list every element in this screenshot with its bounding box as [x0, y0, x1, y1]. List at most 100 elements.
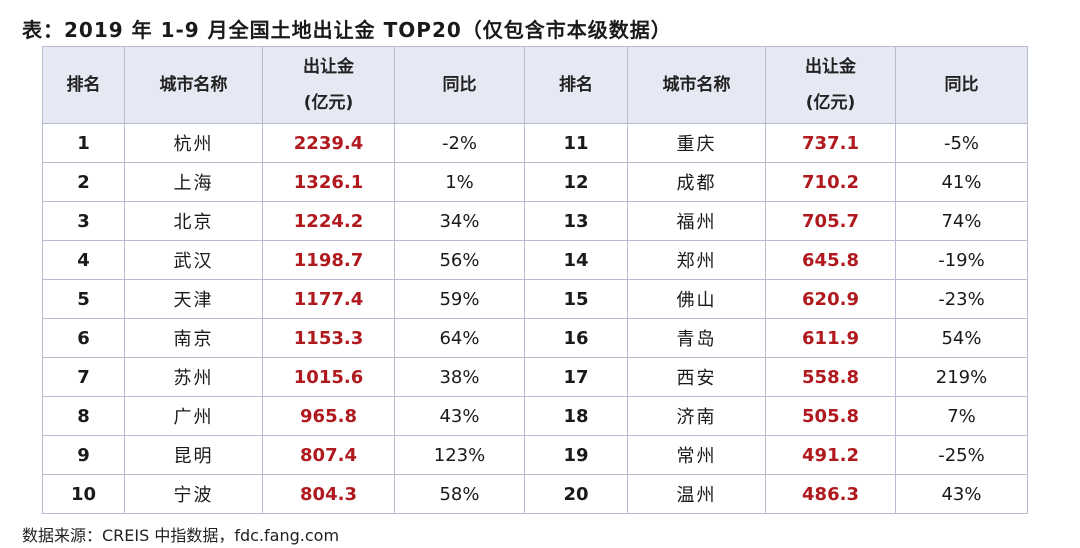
city-cell-right: 成都: [627, 162, 766, 202]
table-row: 5 天津 1177.4 59% 15 佛山 620.9 -23%: [42, 279, 1028, 319]
rank-cell-left: 8: [42, 396, 125, 436]
amount-cell-right: 705.7: [765, 201, 896, 241]
city-cell-right: 青岛: [627, 318, 766, 358]
rank-cell-right: 11: [524, 123, 628, 163]
header-rank-right: 排名: [524, 46, 628, 124]
rank-cell-right: 18: [524, 396, 628, 436]
city-cell-left: 北京: [124, 201, 263, 241]
rank-cell-left: 1: [42, 123, 125, 163]
yoy-cell-right: -19%: [895, 240, 1028, 280]
land-sale-table: 排名 城市名称 出让金 (亿元) 同比 排名 城市名称 出让金 (亿元) 同比 …: [42, 46, 1028, 514]
amount-cell-right: 505.8: [765, 396, 896, 436]
amount-cell-left: 1224.2: [262, 201, 395, 241]
yoy-cell-left: 59%: [394, 279, 525, 319]
amount-cell-left: 807.4: [262, 435, 395, 475]
rank-cell-right: 19: [524, 435, 628, 475]
yoy-cell-right: -25%: [895, 435, 1028, 475]
yoy-cell-right: 74%: [895, 201, 1028, 241]
city-cell-left: 上海: [124, 162, 263, 202]
city-cell-right: 西安: [627, 357, 766, 397]
table-title: 表：2019 年 1-9 月全国土地出让金 TOP20（仅包含市本级数据）: [22, 18, 672, 42]
table-row: 8 广州 965.8 43% 18 济南 505.8 7%: [42, 396, 1028, 436]
city-cell-left: 苏州: [124, 357, 263, 397]
amount-cell-left: 965.8: [262, 396, 395, 436]
rank-cell-left: 6: [42, 318, 125, 358]
table-row: 10 宁波 804.3 58% 20 温州 486.3 43%: [42, 474, 1028, 514]
data-source-note: 数据来源：CREIS 中指数据，fdc.fang.com: [22, 526, 340, 545]
header-amount-unit: (亿元): [303, 93, 354, 113]
rank-cell-left: 3: [42, 201, 125, 241]
header-amount-label: 出让金: [303, 57, 354, 77]
amount-cell-left: 2239.4: [262, 123, 395, 163]
amount-cell-left: 1326.1: [262, 162, 395, 202]
amount-cell-left: 1153.3: [262, 318, 395, 358]
yoy-cell-left: 123%: [394, 435, 525, 475]
rank-cell-right: 13: [524, 201, 628, 241]
yoy-cell-right: -5%: [895, 123, 1028, 163]
city-cell-right: 郑州: [627, 240, 766, 280]
city-cell-left: 天津: [124, 279, 263, 319]
amount-cell-right: 486.3: [765, 474, 896, 514]
table-row: 3 北京 1224.2 34% 13 福州 705.7 74%: [42, 201, 1028, 241]
header-amount-right: 出让金 (亿元): [765, 46, 896, 124]
amount-cell-right: 620.9: [765, 279, 896, 319]
rank-cell-right: 17: [524, 357, 628, 397]
amount-cell-right: 491.2: [765, 435, 896, 475]
table-row: 2 上海 1326.1 1% 12 成都 710.2 41%: [42, 162, 1028, 202]
city-cell-right: 福州: [627, 201, 766, 241]
header-amount-unit: (亿元): [805, 93, 856, 113]
table-row: 1 杭州 2239.4 -2% 11 重庆 737.1 -5%: [42, 123, 1028, 163]
yoy-cell-right: 7%: [895, 396, 1028, 436]
rank-cell-right: 16: [524, 318, 628, 358]
city-cell-right: 常州: [627, 435, 766, 475]
table-row: 6 南京 1153.3 64% 16 青岛 611.9 54%: [42, 318, 1028, 358]
rank-cell-right: 12: [524, 162, 628, 202]
yoy-cell-right: 54%: [895, 318, 1028, 358]
rank-cell-left: 7: [42, 357, 125, 397]
amount-cell-right: 611.9: [765, 318, 896, 358]
header-amount-left: 出让金 (亿元): [262, 46, 395, 124]
yoy-cell-left: 64%: [394, 318, 525, 358]
amount-cell-right: 737.1: [765, 123, 896, 163]
city-cell-right: 温州: [627, 474, 766, 514]
amount-cell-right: 645.8: [765, 240, 896, 280]
land-sale-table-container: 排名 城市名称 出让金 (亿元) 同比 排名 城市名称 出让金 (亿元) 同比 …: [42, 46, 1028, 516]
yoy-cell-left: 34%: [394, 201, 525, 241]
yoy-cell-right: -23%: [895, 279, 1028, 319]
header-yoy-right: 同比: [895, 46, 1028, 124]
table-row: 9 昆明 807.4 123% 19 常州 491.2 -25%: [42, 435, 1028, 475]
header-amount-label: 出让金: [805, 57, 856, 77]
rank-cell-right: 14: [524, 240, 628, 280]
city-cell-left: 杭州: [124, 123, 263, 163]
yoy-cell-right: 43%: [895, 474, 1028, 514]
yoy-cell-left: -2%: [394, 123, 525, 163]
header-rank-left: 排名: [42, 46, 125, 124]
city-cell-left: 广州: [124, 396, 263, 436]
city-cell-left: 南京: [124, 318, 263, 358]
table-body: 1 杭州 2239.4 -2% 11 重庆 737.1 -5% 2 上海 1326.1 1% 12 成都 7…: [42, 123, 1028, 514]
amount-cell-left: 1198.7: [262, 240, 395, 280]
rank-cell-left: 4: [42, 240, 125, 280]
yoy-cell-left: 38%: [394, 357, 525, 397]
rank-cell-left: 2: [42, 162, 125, 202]
city-cell-right: 佛山: [627, 279, 766, 319]
table-row: 7 苏州 1015.6 38% 17 西安 558.8 219%: [42, 357, 1028, 397]
amount-cell-left: 1177.4: [262, 279, 395, 319]
yoy-cell-left: 43%: [394, 396, 525, 436]
header-yoy-left: 同比: [394, 46, 525, 124]
city-cell-left: 宁波: [124, 474, 263, 514]
amount-cell-right: 558.8: [765, 357, 896, 397]
rank-cell-right: 20: [524, 474, 628, 514]
city-cell-right: 济南: [627, 396, 766, 436]
header-city-right: 城市名称: [627, 46, 766, 124]
table-row: 4 武汉 1198.7 56% 14 郑州 645.8 -19%: [42, 240, 1028, 280]
rank-cell-right: 15: [524, 279, 628, 319]
city-cell-right: 重庆: [627, 123, 766, 163]
yoy-cell-left: 58%: [394, 474, 525, 514]
city-cell-left: 武汉: [124, 240, 263, 280]
yoy-cell-left: 56%: [394, 240, 525, 280]
yoy-cell-right: 219%: [895, 357, 1028, 397]
rank-cell-left: 5: [42, 279, 125, 319]
rank-cell-left: 9: [42, 435, 125, 475]
city-cell-left: 昆明: [124, 435, 263, 475]
